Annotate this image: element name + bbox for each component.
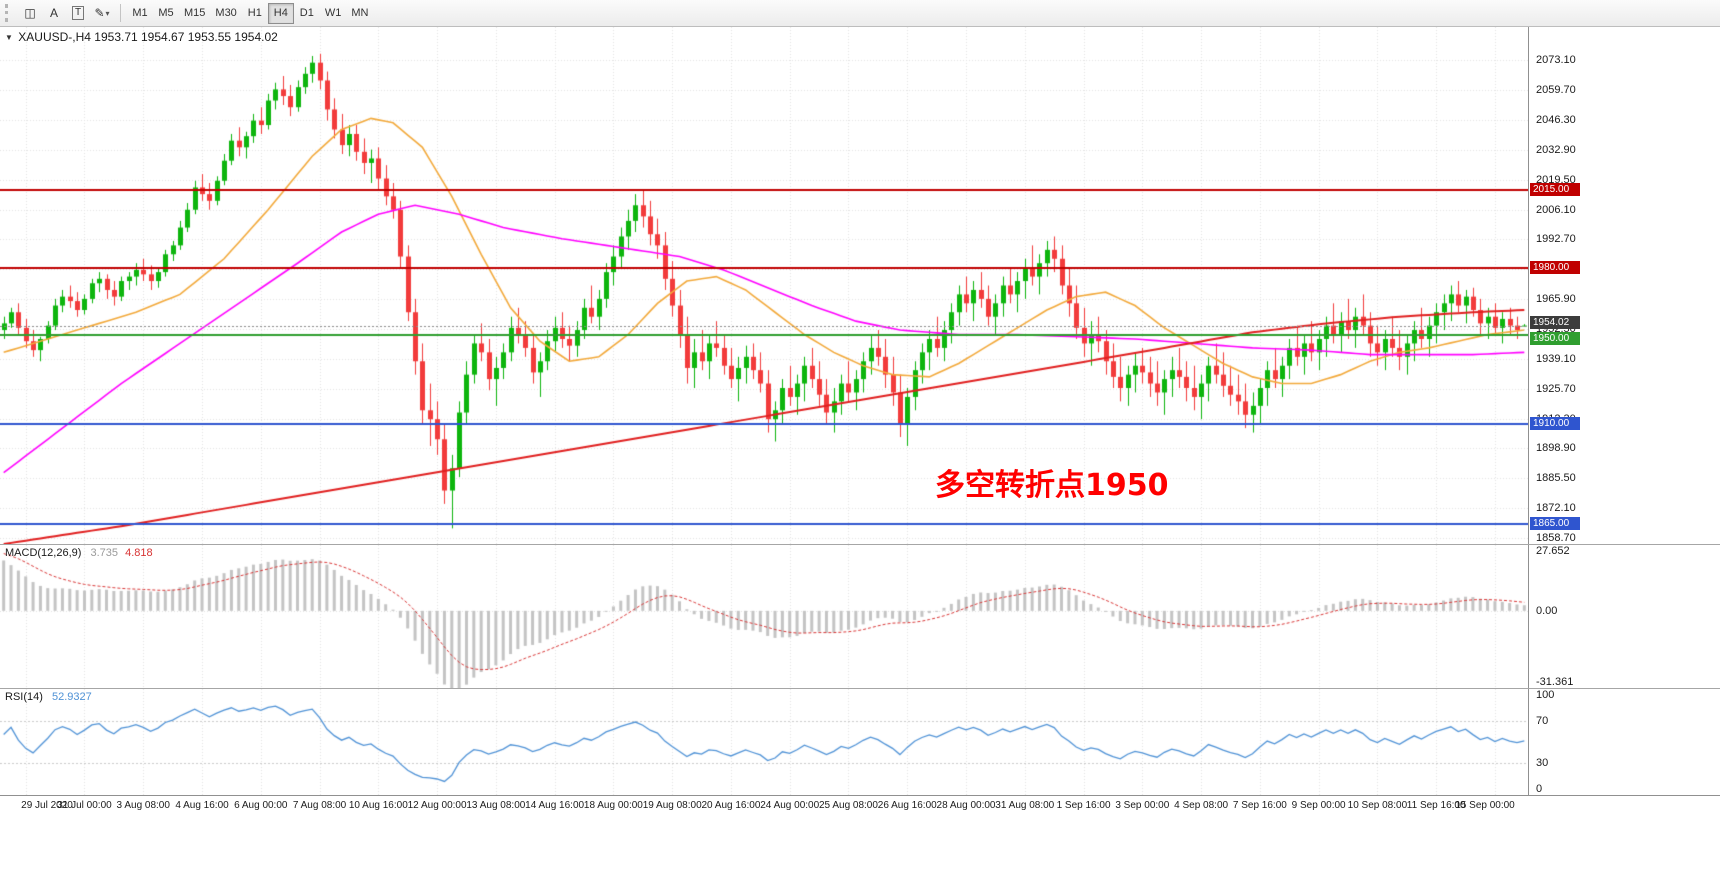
rsi-axis-label: 30 <box>1536 757 1549 770</box>
chart-annotation-text[interactable]: 多空转折点1950 <box>935 468 1169 503</box>
time-axis-label: 28 Aug 00:00 <box>936 800 996 811</box>
time-axis-label: 4 Sep 08:00 <box>1174 800 1229 811</box>
time-axis-label: 18 Aug 00:00 <box>583 800 643 811</box>
price-axis-label: 1885.50 <box>1536 472 1576 485</box>
time-axis-label: 31 Jul 00:00 <box>57 800 112 811</box>
macd-axis[interactable]: 27.652 0.00 -31.361 <box>1528 545 1720 688</box>
rsi-canvas[interactable] <box>0 689 1528 795</box>
price-axis-label: 2019.50 <box>1536 173 1576 186</box>
time-axis-label: 25 Aug 08:00 <box>818 800 878 811</box>
price-badge: 1950.00 <box>1530 331 1580 345</box>
time-axis-label: 14 Aug 16:00 <box>525 800 585 811</box>
price-axis[interactable]: 2073.10 2059.70 2046.30 2032.90 2019.50 2006.… <box>1528 27 1720 544</box>
time-axis-label: 3 Sep 00:00 <box>1115 800 1170 811</box>
time-axis-label: 6 Aug 00:00 <box>234 800 288 811</box>
time-axis-label: 29 Jul 2020 <box>21 800 73 811</box>
time-axis-label: 20 Aug 16:00 <box>701 800 761 811</box>
time-axis-label: 15 Sep 00:00 <box>1455 800 1515 811</box>
text-tool-button[interactable]: T <box>66 3 90 24</box>
price-badge: 1865.00 <box>1530 516 1580 530</box>
arrow-a-tool-button[interactable]: A <box>42 3 66 24</box>
macd-name-label: MACD(12,26,9) <box>5 547 82 559</box>
macd-panel: MACD(12,26,9) 3.735 4.818 27.652 0.00 -31.… <box>0 545 1720 688</box>
price-axis-label: 2059.70 <box>1536 84 1576 97</box>
tf-button-d1[interactable]: D1 <box>294 3 320 24</box>
time-axis-label: 4 Aug 16:00 <box>175 800 229 811</box>
time-axis-label: 12 Aug 00:00 <box>407 800 467 811</box>
rsi-axis-label: 0 <box>1536 783 1543 795</box>
tf-button-m15[interactable]: M15 <box>179 3 210 24</box>
macd-axis-label: 0.00 <box>1536 604 1558 617</box>
macd-canvas[interactable] <box>0 545 1528 688</box>
price-axis-label: 1992.70 <box>1536 233 1576 246</box>
chart-title-label: ▼ XAUUSD-,H4 1953.71 1954.67 1953.55 195… <box>5 30 278 44</box>
time-axis-label: 19 Aug 08:00 <box>642 800 702 811</box>
tf-button-m5[interactable]: M5 <box>153 3 179 24</box>
price-axis-label: 2032.90 <box>1536 143 1576 156</box>
rsi-axis-label: 70 <box>1536 714 1549 727</box>
price-badge: 2015.00 <box>1530 182 1580 196</box>
macd-main-value: 3.735 <box>90 547 119 559</box>
panel-divider-macd[interactable] <box>0 544 1720 545</box>
rsi-axis-label: 100 <box>1536 689 1555 701</box>
tf-button-m30[interactable]: M30 <box>210 3 241 24</box>
time-axis-label: 3 Aug 08:00 <box>116 800 170 811</box>
chart-type-icon[interactable]: ◫ <box>18 3 42 24</box>
text-tool-icon: T <box>71 6 85 20</box>
toolbar-separator <box>120 4 121 22</box>
price-axis-label: 2046.30 <box>1536 113 1576 126</box>
macd-signal-value: 4.818 <box>125 547 153 559</box>
rsi-value: 52.9327 <box>51 691 92 703</box>
time-axis-label: 7 Sep 16:00 <box>1232 800 1287 811</box>
price-badge: 1910.00 <box>1530 416 1580 430</box>
dropdown-caret-icon: ▾ <box>105 8 110 18</box>
panel-divider-rsi[interactable] <box>0 688 1720 689</box>
time-axis-label: 10 Aug 16:00 <box>348 800 408 811</box>
rsi-panel: RSI(14) 52.9327 100 70 30 0 <box>0 689 1720 795</box>
tf-button-mn[interactable]: MN <box>346 3 373 24</box>
rsi-name-label: RSI(14) <box>5 691 43 703</box>
time-axis-label: 24 Aug 00:00 <box>760 800 820 811</box>
price-axis-label: 2073.10 <box>1536 54 1576 67</box>
price-axis-label: 1925.70 <box>1536 382 1576 395</box>
time-axis-label: 7 Aug 08:00 <box>292 800 347 811</box>
price-badge: 1954.02 <box>1530 315 1580 329</box>
price-axis-label: 1965.90 <box>1536 293 1576 306</box>
symbol-marker-icon: ▼ <box>5 33 13 42</box>
price-axis-label: 1898.90 <box>1536 442 1576 455</box>
time-axis-label: 26 Aug 16:00 <box>877 800 937 811</box>
rsi-axis[interactable]: 100 70 30 0 <box>1528 689 1720 795</box>
macd-indicator-label: MACD(12,26,9) 3.735 4.818 <box>5 547 153 559</box>
window-bottom-area <box>0 817 1720 895</box>
time-axis-label: 1 Sep 16:00 <box>1056 800 1111 811</box>
toolbar-grip[interactable] <box>5 4 14 22</box>
main-chart-canvas[interactable] <box>0 27 1528 544</box>
price-badge: 1980.00 <box>1530 260 1580 274</box>
time-axis[interactable]: 29 Jul 2020 31 Jul 00:00 3 Aug 08:00 4 Aug … <box>0 795 1720 817</box>
price-axis-label: 1872.10 <box>1536 502 1576 515</box>
price-axis-label: 1858.70 <box>1536 531 1576 544</box>
time-axis-label: 13 Aug 08:00 <box>466 800 526 811</box>
time-axis-label: 31 Aug 08:00 <box>995 800 1055 811</box>
macd-axis-label: 27.652 <box>1536 545 1570 557</box>
top-toolbar: ◫ A T ✎ ▾ M1 M5 M15 M30 H1 H4 D1 W1 MN <box>0 0 1720 27</box>
time-axis-label: 11 Sep 16:00 <box>1406 800 1466 811</box>
tf-button-w1[interactable]: W1 <box>320 3 347 24</box>
time-axis-label: 10 Sep 08:00 <box>1347 800 1408 811</box>
macd-axis-label: -31.361 <box>1536 676 1574 688</box>
ohlc-values-label: 1953.71 1954.67 1953.55 1954.02 <box>94 30 278 44</box>
main-chart-panel: ▼ XAUUSD-,H4 1953.71 1954.67 1953.55 195… <box>0 27 1720 544</box>
tf-button-h1[interactable]: H1 <box>242 3 268 24</box>
tf-button-m1[interactable]: M1 <box>127 3 153 24</box>
price-axis-label: 1939.10 <box>1536 352 1576 365</box>
time-axis-label: 9 Sep 00:00 <box>1291 800 1346 811</box>
symbol-timeframe-label: XAUUSD-,H4 <box>18 30 91 44</box>
rsi-indicator-label: RSI(14) 52.9327 <box>5 691 92 703</box>
draw-tool-button[interactable]: ✎ ▾ <box>90 3 114 24</box>
draw-tool-icon: ✎ <box>94 6 105 20</box>
tf-button-h4[interactable]: H4 <box>267 2 294 24</box>
price-axis-label: 2006.10 <box>1536 203 1576 216</box>
